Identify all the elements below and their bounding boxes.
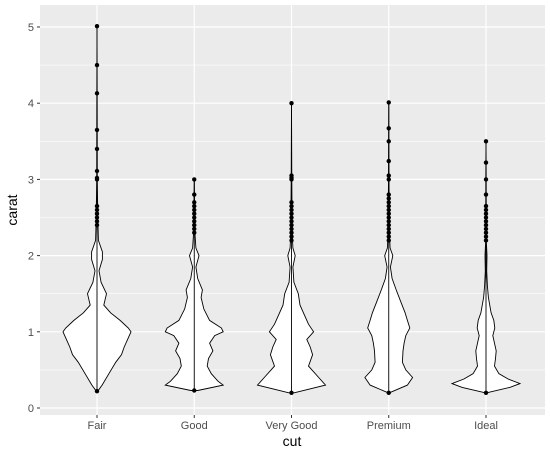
min-point xyxy=(192,388,197,393)
outlier-point xyxy=(386,173,391,178)
outlier-point xyxy=(289,222,294,228)
outlier-point xyxy=(289,234,294,239)
outlier-point xyxy=(192,230,197,235)
outlier-point xyxy=(192,226,197,232)
outlier-point xyxy=(483,211,489,216)
outlier-point xyxy=(192,215,197,220)
outlier-point xyxy=(94,219,100,224)
outlier-point xyxy=(289,173,294,178)
outlier-point xyxy=(94,91,100,96)
outlier-point xyxy=(386,222,391,228)
outlier-point xyxy=(192,177,197,182)
outlier-point xyxy=(386,100,391,105)
outlier-point xyxy=(483,230,489,235)
outlier-point xyxy=(483,238,489,243)
y-axis: 0 1 2 3 4 5 xyxy=(28,22,40,415)
outlier-point xyxy=(94,127,100,133)
violin-premium xyxy=(364,100,414,395)
x-axis-title: cut xyxy=(283,433,302,449)
y-axis-title: carat xyxy=(4,194,20,225)
min-point xyxy=(94,389,100,394)
outlier-point xyxy=(192,219,197,224)
outlier-point xyxy=(386,238,391,243)
x-tick-label: Ideal xyxy=(474,420,498,432)
outlier-point xyxy=(192,203,197,209)
outlier-point xyxy=(386,192,391,197)
outlier-point xyxy=(386,207,391,213)
outlier-point xyxy=(289,207,294,213)
violin-fair xyxy=(62,24,132,394)
outlier-point xyxy=(386,126,391,131)
x-axis: Fair Good Very Good Premium Ideal xyxy=(88,415,498,432)
y-tick-label: 5 xyxy=(28,22,34,34)
outlier-point xyxy=(94,146,100,152)
outlier-point xyxy=(483,139,489,144)
outlier-point xyxy=(94,222,100,228)
outlier-point xyxy=(289,230,294,235)
outlier-point xyxy=(386,234,391,239)
outlier-point xyxy=(386,139,391,144)
outlier-point xyxy=(94,175,100,181)
outlier-point xyxy=(94,215,100,220)
violin-ideal xyxy=(450,139,522,395)
outlier-point xyxy=(94,168,100,174)
outlier-point xyxy=(289,219,294,224)
x-tick-label: Very Good xyxy=(266,420,318,432)
outlier-point xyxy=(289,101,294,106)
y-tick-label: 4 xyxy=(28,98,34,110)
outlier-point xyxy=(386,226,391,232)
outlier-point xyxy=(289,211,294,216)
outlier-point xyxy=(94,24,100,29)
x-tick-label: Fair xyxy=(88,420,107,432)
outlier-point xyxy=(192,200,197,205)
outlier-point xyxy=(289,203,294,209)
outlier-point xyxy=(192,207,197,213)
y-tick-label: 2 xyxy=(28,251,34,263)
outlier-point xyxy=(386,200,391,205)
outlier-point xyxy=(483,215,489,220)
outlier-point xyxy=(289,238,294,243)
min-point xyxy=(386,390,391,395)
outlier-point xyxy=(94,62,100,68)
outlier-point xyxy=(483,207,489,213)
y-tick-label: 3 xyxy=(28,174,34,186)
outlier-point xyxy=(483,219,489,224)
outlier-point xyxy=(289,200,294,205)
x-tick-label: Good xyxy=(181,420,208,432)
violin-good xyxy=(164,177,225,393)
min-point xyxy=(289,390,294,395)
outlier-point xyxy=(483,226,489,232)
outlier-point xyxy=(192,211,197,216)
outlier-point xyxy=(386,203,391,209)
min-point xyxy=(483,390,489,395)
outlier-point xyxy=(483,192,489,197)
outlier-point xyxy=(386,211,391,216)
outlier-point xyxy=(386,215,391,220)
outlier-point xyxy=(289,215,294,220)
outlier-point xyxy=(386,177,391,182)
outlier-point xyxy=(483,203,489,209)
outlier-point xyxy=(192,222,197,228)
outlier-point xyxy=(94,207,100,213)
outlier-point xyxy=(192,192,197,197)
outlier-point xyxy=(386,196,391,201)
outlier-point xyxy=(289,226,294,232)
x-tick-label: Premium xyxy=(367,420,411,432)
y-tick-label: 0 xyxy=(28,403,34,415)
outlier-point xyxy=(94,211,100,216)
y-tick-label: 1 xyxy=(28,327,34,339)
outlier-point xyxy=(386,158,391,164)
outlier-point xyxy=(386,230,391,235)
outlier-point xyxy=(386,219,391,224)
violin-very-good xyxy=(256,101,327,395)
outlier-point xyxy=(483,177,489,182)
outlier-point xyxy=(483,222,489,228)
outlier-point xyxy=(483,234,489,239)
outlier-point xyxy=(94,203,100,209)
violins xyxy=(62,24,522,395)
outlier-point xyxy=(483,160,489,165)
